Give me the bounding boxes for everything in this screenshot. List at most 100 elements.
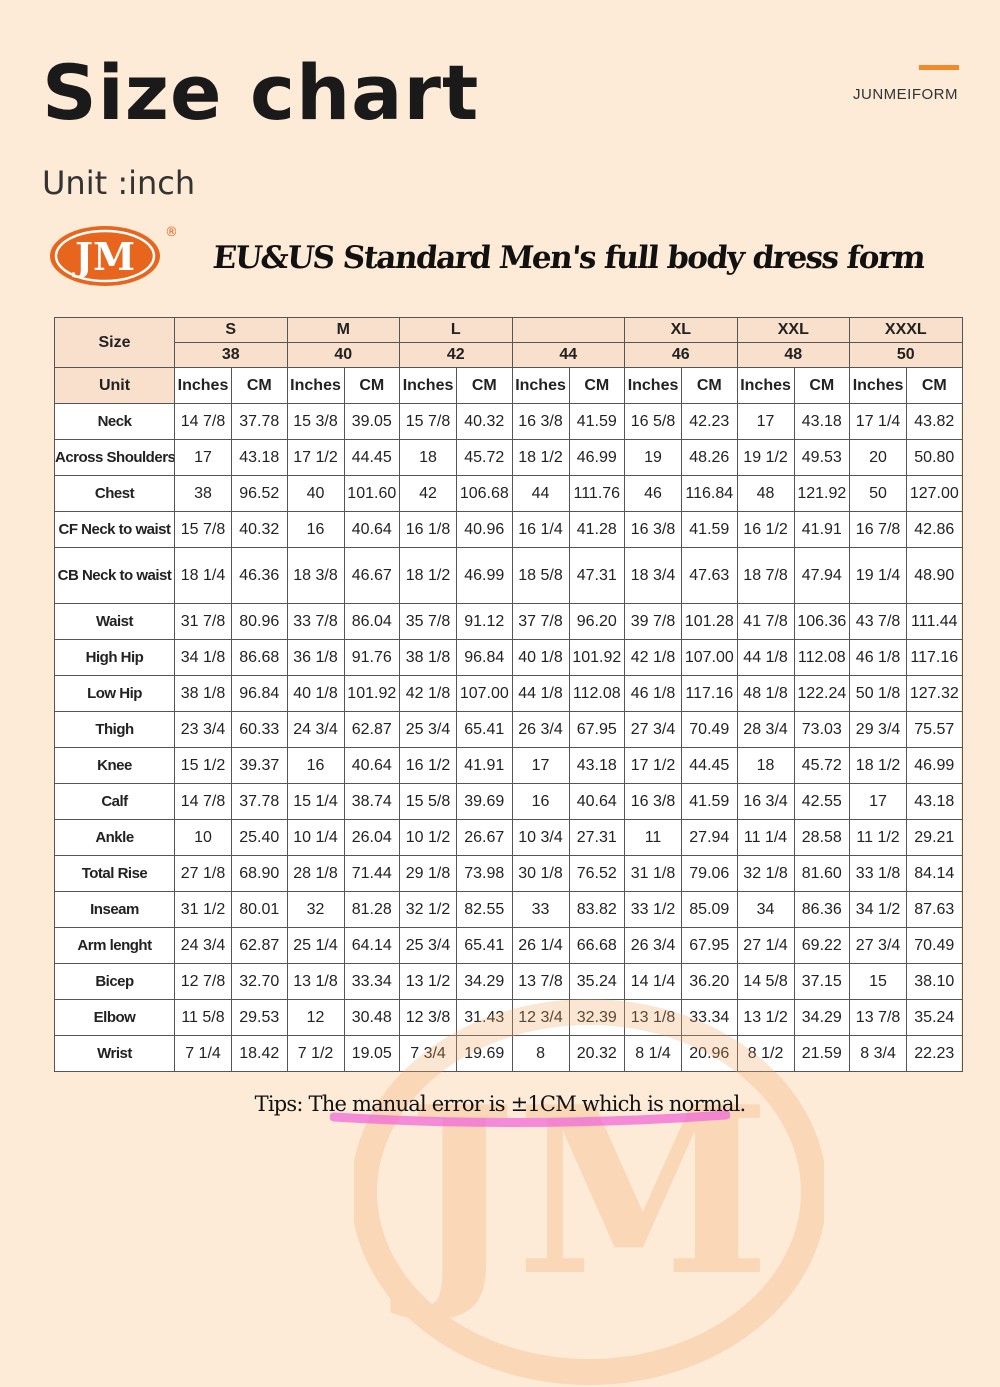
cm-cell: 96.52 bbox=[231, 475, 288, 512]
inches-cell: 13 1/8 bbox=[624, 999, 683, 1036]
inches-cell: 35 7/8 bbox=[399, 603, 458, 640]
inches-cell: 15 1/2 bbox=[174, 747, 232, 784]
table-row: Calf 14 7/8 37.78 15 1/4 38.74 15 5/8 39.69 16 4… bbox=[54, 783, 963, 820]
inches-cell: 31 7/8 bbox=[174, 603, 232, 640]
cm-cell: 87.63 bbox=[906, 891, 963, 928]
table-row: Bicep 12 7/8 32.70 13 1/8 33.34 13 1/2 34.29 13… bbox=[54, 963, 963, 1000]
size-number: 50 bbox=[849, 342, 963, 368]
cm-cell: 47.63 bbox=[681, 547, 738, 604]
cm-cell: 39.05 bbox=[343, 403, 401, 440]
inches-cell: 18 1/2 bbox=[849, 747, 908, 784]
inches-cell: 29 3/4 bbox=[849, 711, 908, 748]
unit-cm: CM bbox=[681, 367, 738, 404]
inches-cell: 10 1/2 bbox=[399, 819, 458, 856]
cm-cell: 46.99 bbox=[906, 747, 963, 784]
inches-cell: 48 1/8 bbox=[736, 675, 795, 712]
cm-cell: 81.60 bbox=[793, 855, 851, 892]
row-label: CB Neck to waist bbox=[54, 547, 175, 604]
cm-cell: 101.28 bbox=[681, 603, 738, 640]
size-letter: M bbox=[286, 317, 401, 343]
inches-cell: 18 5/8 bbox=[511, 547, 570, 604]
row-label: Elbow bbox=[54, 999, 175, 1036]
cm-cell: 122.24 bbox=[793, 675, 851, 712]
size-letter: S bbox=[174, 317, 288, 343]
cm-cell: 101.60 bbox=[343, 475, 401, 512]
inches-cell: 15 3/8 bbox=[286, 403, 345, 440]
cm-cell: 41.91 bbox=[456, 747, 513, 784]
inches-cell: 48 bbox=[736, 475, 795, 512]
cm-cell: 76.52 bbox=[568, 855, 626, 892]
row-label: High Hip bbox=[54, 639, 175, 676]
cm-cell: 18.42 bbox=[231, 1035, 288, 1072]
size-letter: XXL bbox=[736, 317, 851, 343]
inches-cell: 39 7/8 bbox=[624, 603, 683, 640]
cm-cell: 75.57 bbox=[906, 711, 963, 748]
inches-cell: 17 1/2 bbox=[286, 439, 345, 476]
unit-inches: Inches bbox=[511, 367, 570, 404]
inches-cell: 25 3/4 bbox=[399, 711, 458, 748]
cm-cell: 79.06 bbox=[681, 855, 738, 892]
inches-cell: 41 7/8 bbox=[736, 603, 795, 640]
row-label: Thigh bbox=[54, 711, 175, 748]
cm-cell: 22.23 bbox=[906, 1035, 963, 1072]
inches-cell: 42 1/8 bbox=[399, 675, 458, 712]
cm-cell: 46.36 bbox=[231, 547, 288, 604]
cm-cell: 48.90 bbox=[906, 547, 963, 604]
cm-cell: 31.43 bbox=[456, 999, 513, 1036]
inches-cell: 40 1/8 bbox=[286, 675, 345, 712]
inches-cell: 17 bbox=[736, 403, 795, 440]
cm-cell: 86.04 bbox=[343, 603, 401, 640]
inches-cell: 31 1/8 bbox=[624, 855, 683, 892]
cm-cell: 107.00 bbox=[681, 639, 738, 676]
inches-cell: 16 bbox=[511, 783, 570, 820]
table-row: Ankle 10 25.40 10 1/4 26.04 10 1/2 26.67 10 3/4… bbox=[54, 819, 963, 856]
cm-cell: 112.08 bbox=[793, 639, 851, 676]
inches-cell: 7 3/4 bbox=[399, 1035, 458, 1072]
inches-cell: 10 bbox=[174, 819, 232, 856]
inches-cell: 18 bbox=[736, 747, 795, 784]
cm-cell: 40.64 bbox=[343, 511, 401, 548]
cm-cell: 69.22 bbox=[793, 927, 851, 964]
inches-cell: 46 1/8 bbox=[849, 639, 908, 676]
size-number: 42 bbox=[399, 342, 513, 368]
inches-cell: 42 bbox=[399, 475, 458, 512]
cm-cell: 117.16 bbox=[681, 675, 738, 712]
cm-cell: 106.68 bbox=[456, 475, 513, 512]
inches-cell: 25 3/4 bbox=[399, 927, 458, 964]
cm-cell: 43.18 bbox=[231, 439, 288, 476]
inches-cell: 18 1/4 bbox=[174, 547, 232, 604]
inches-cell: 34 1/2 bbox=[849, 891, 908, 928]
cm-cell: 43.18 bbox=[793, 403, 851, 440]
cm-cell: 45.72 bbox=[456, 439, 513, 476]
unit-inches: Inches bbox=[399, 367, 458, 404]
cm-cell: 70.49 bbox=[681, 711, 738, 748]
inches-cell: 32 1/2 bbox=[399, 891, 458, 928]
inches-cell: 15 5/8 bbox=[399, 783, 458, 820]
inches-cell: 26 3/4 bbox=[624, 927, 683, 964]
inches-cell: 16 5/8 bbox=[624, 403, 683, 440]
cm-cell: 34.29 bbox=[456, 963, 513, 1000]
cm-cell: 36.20 bbox=[681, 963, 738, 1000]
inches-cell: 33 7/8 bbox=[286, 603, 345, 640]
cm-cell: 50.80 bbox=[906, 439, 963, 476]
inches-cell: 15 7/8 bbox=[399, 403, 458, 440]
cm-cell: 35.24 bbox=[568, 963, 626, 1000]
inches-cell: 20 bbox=[849, 439, 908, 476]
inches-cell: 8 bbox=[511, 1035, 570, 1072]
row-label: Chest bbox=[54, 475, 175, 512]
inches-cell: 50 1/8 bbox=[849, 675, 908, 712]
jm-logo: JM ® bbox=[50, 220, 176, 290]
cm-cell: 37.78 bbox=[231, 783, 288, 820]
inches-cell: 16 3/4 bbox=[736, 783, 795, 820]
inches-cell: 17 bbox=[511, 747, 570, 784]
tips-note: Tips: The manual error is ±1CM which is … bbox=[254, 1092, 747, 1116]
inches-cell: 18 7/8 bbox=[736, 547, 795, 604]
cm-cell: 86.68 bbox=[231, 639, 288, 676]
row-label: Wrist bbox=[54, 1035, 175, 1072]
row-label: Neck bbox=[54, 403, 175, 440]
cm-cell: 37.78 bbox=[231, 403, 288, 440]
cm-cell: 44.45 bbox=[681, 747, 738, 784]
cm-cell: 43.18 bbox=[568, 747, 626, 784]
cm-cell: 40.96 bbox=[456, 511, 513, 548]
cm-cell: 37.15 bbox=[793, 963, 851, 1000]
